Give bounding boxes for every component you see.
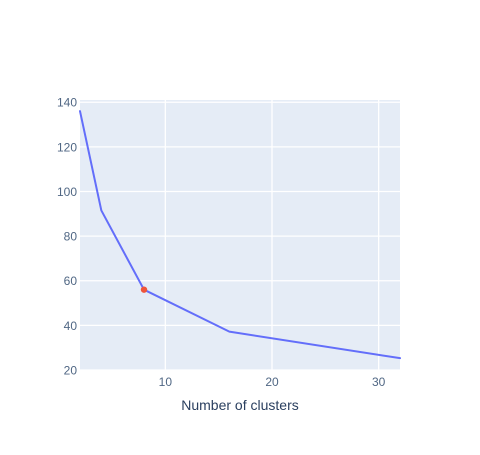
y-tick-label: 140 <box>57 96 77 110</box>
plot-background <box>80 100 400 370</box>
marker-layer <box>140 286 148 293</box>
x-tick-label: 10 <box>159 375 173 389</box>
x-tick-labels: 10 20 30 <box>159 375 386 389</box>
y-tick-labels: 20 40 60 80 100 120 140 <box>57 96 77 378</box>
grid-lines <box>80 100 400 371</box>
y-tick-label: 120 <box>57 140 77 154</box>
y-tick-label: 20 <box>64 364 78 378</box>
highlight-point <box>140 286 148 293</box>
y-tick-label: 60 <box>64 274 78 288</box>
x-axis-title: Number of clusters <box>181 397 298 413</box>
x-tick-label: 20 <box>265 375 279 389</box>
y-tick-label: 80 <box>64 230 78 244</box>
y-tick-label: 40 <box>64 319 78 333</box>
y-tick-label: 100 <box>57 185 77 199</box>
x-tick-label: 30 <box>372 375 386 389</box>
